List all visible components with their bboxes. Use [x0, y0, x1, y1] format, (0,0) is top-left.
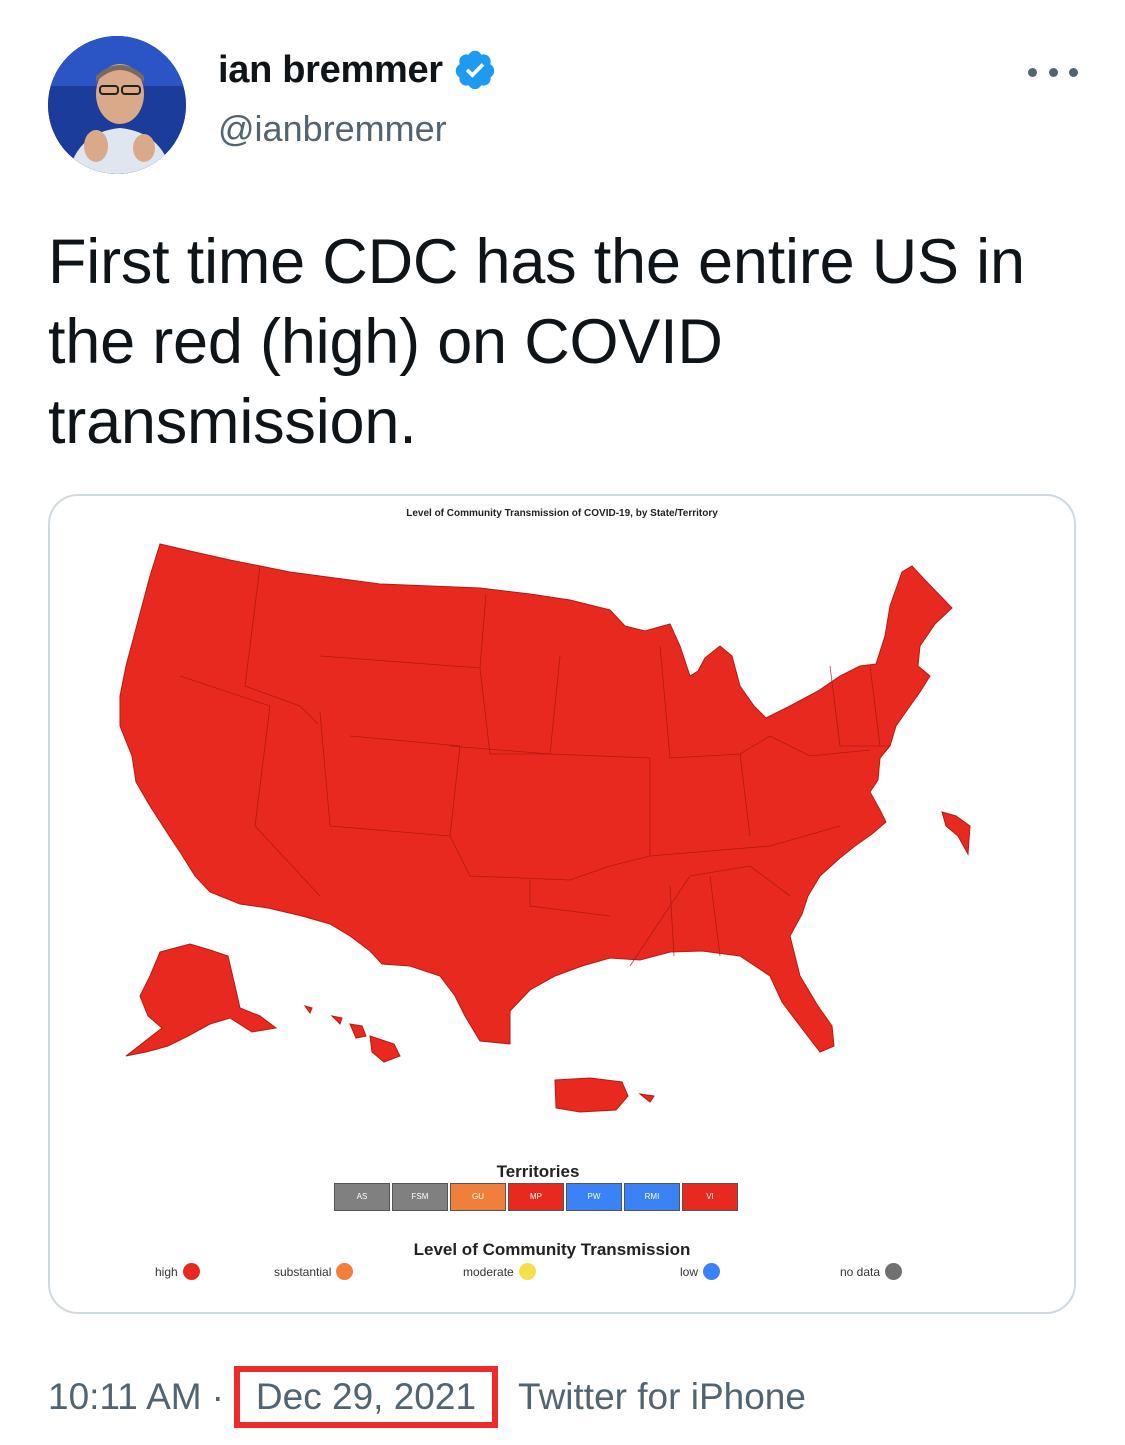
legend-title: Level of Community Transmission — [413, 1240, 691, 1259]
legend-item-substantial: substantial — [274, 1263, 354, 1280]
legend-label: high — [155, 1264, 178, 1279]
tweet-date[interactable]: Dec 29, 2021 — [255, 1376, 477, 1417]
contiguous-us-shape — [119, 543, 953, 1053]
state-borders — [179, 565, 890, 967]
tweet-text: First time CDC has the entire US in the … — [48, 227, 1025, 457]
tweet-source[interactable]: Twitter for iPhone — [518, 1376, 806, 1417]
tweet-date-highlight[interactable]: Dec 29, 2021 — [233, 1366, 499, 1428]
hawaii-shape — [303, 1005, 401, 1063]
territory-box-pw: PW — [566, 1183, 622, 1211]
territories-legend: AS FSM GU MP PW RMI VI — [334, 1183, 740, 1211]
territories-title: Territories — [496, 1162, 580, 1181]
legend-label: substantial — [274, 1264, 332, 1279]
more-dot — [1048, 67, 1058, 77]
puerto-rico-shape — [554, 1077, 629, 1113]
dc-inset-shape — [941, 811, 971, 856]
legend-label: no data — [840, 1264, 881, 1279]
legend-dot — [336, 1263, 354, 1280]
virgin-islands-shape — [638, 1093, 655, 1103]
more-options-icon[interactable] — [1028, 62, 1078, 82]
territory-box-gu: GU — [450, 1183, 506, 1211]
tweet-footer: 10:11 AM · Dec 29, 2021 Twitter for iPho… — [48, 1366, 806, 1428]
tweet-time[interactable]: 10:11 AM — [48, 1376, 202, 1417]
verified-badge-icon — [455, 50, 495, 90]
territory-box-mp: MP — [508, 1183, 564, 1211]
territory-box-fsm: FSM — [392, 1183, 448, 1211]
more-dot — [1069, 67, 1078, 77]
avatar-image — [48, 36, 186, 174]
legend-dot — [182, 1263, 200, 1280]
legend-item-high: high — [155, 1263, 200, 1280]
map-title: Level of Community Transmission of COVID… — [406, 508, 718, 519]
legend-dot — [703, 1263, 721, 1280]
author-name[interactable]: ian bremmer — [218, 48, 443, 91]
footer-separator: · — [211, 1376, 224, 1417]
media-card[interactable]: Level of Community Transmission of COVID… — [48, 494, 1076, 1314]
territory-box-as: AS — [334, 1183, 390, 1211]
avatar[interactable] — [48, 36, 186, 174]
alaska-shape — [125, 943, 278, 1057]
territory-box-rmi: RMI — [624, 1183, 680, 1211]
territory-box-vi: VI — [682, 1183, 738, 1211]
legend-dot — [518, 1263, 536, 1280]
legend-item-moderate: moderate — [463, 1263, 536, 1280]
author-handle[interactable]: @ianbremmer — [218, 108, 447, 149]
legend-dot — [885, 1263, 903, 1280]
legend-label: low — [680, 1264, 699, 1279]
author-name-row[interactable]: ian bremmer — [218, 48, 497, 92]
us-map — [119, 543, 971, 1113]
more-dot — [1028, 67, 1037, 77]
legend-item-no-data: no data — [840, 1263, 903, 1280]
legend-item-low: low — [680, 1263, 721, 1280]
legend-label: moderate — [463, 1264, 514, 1279]
